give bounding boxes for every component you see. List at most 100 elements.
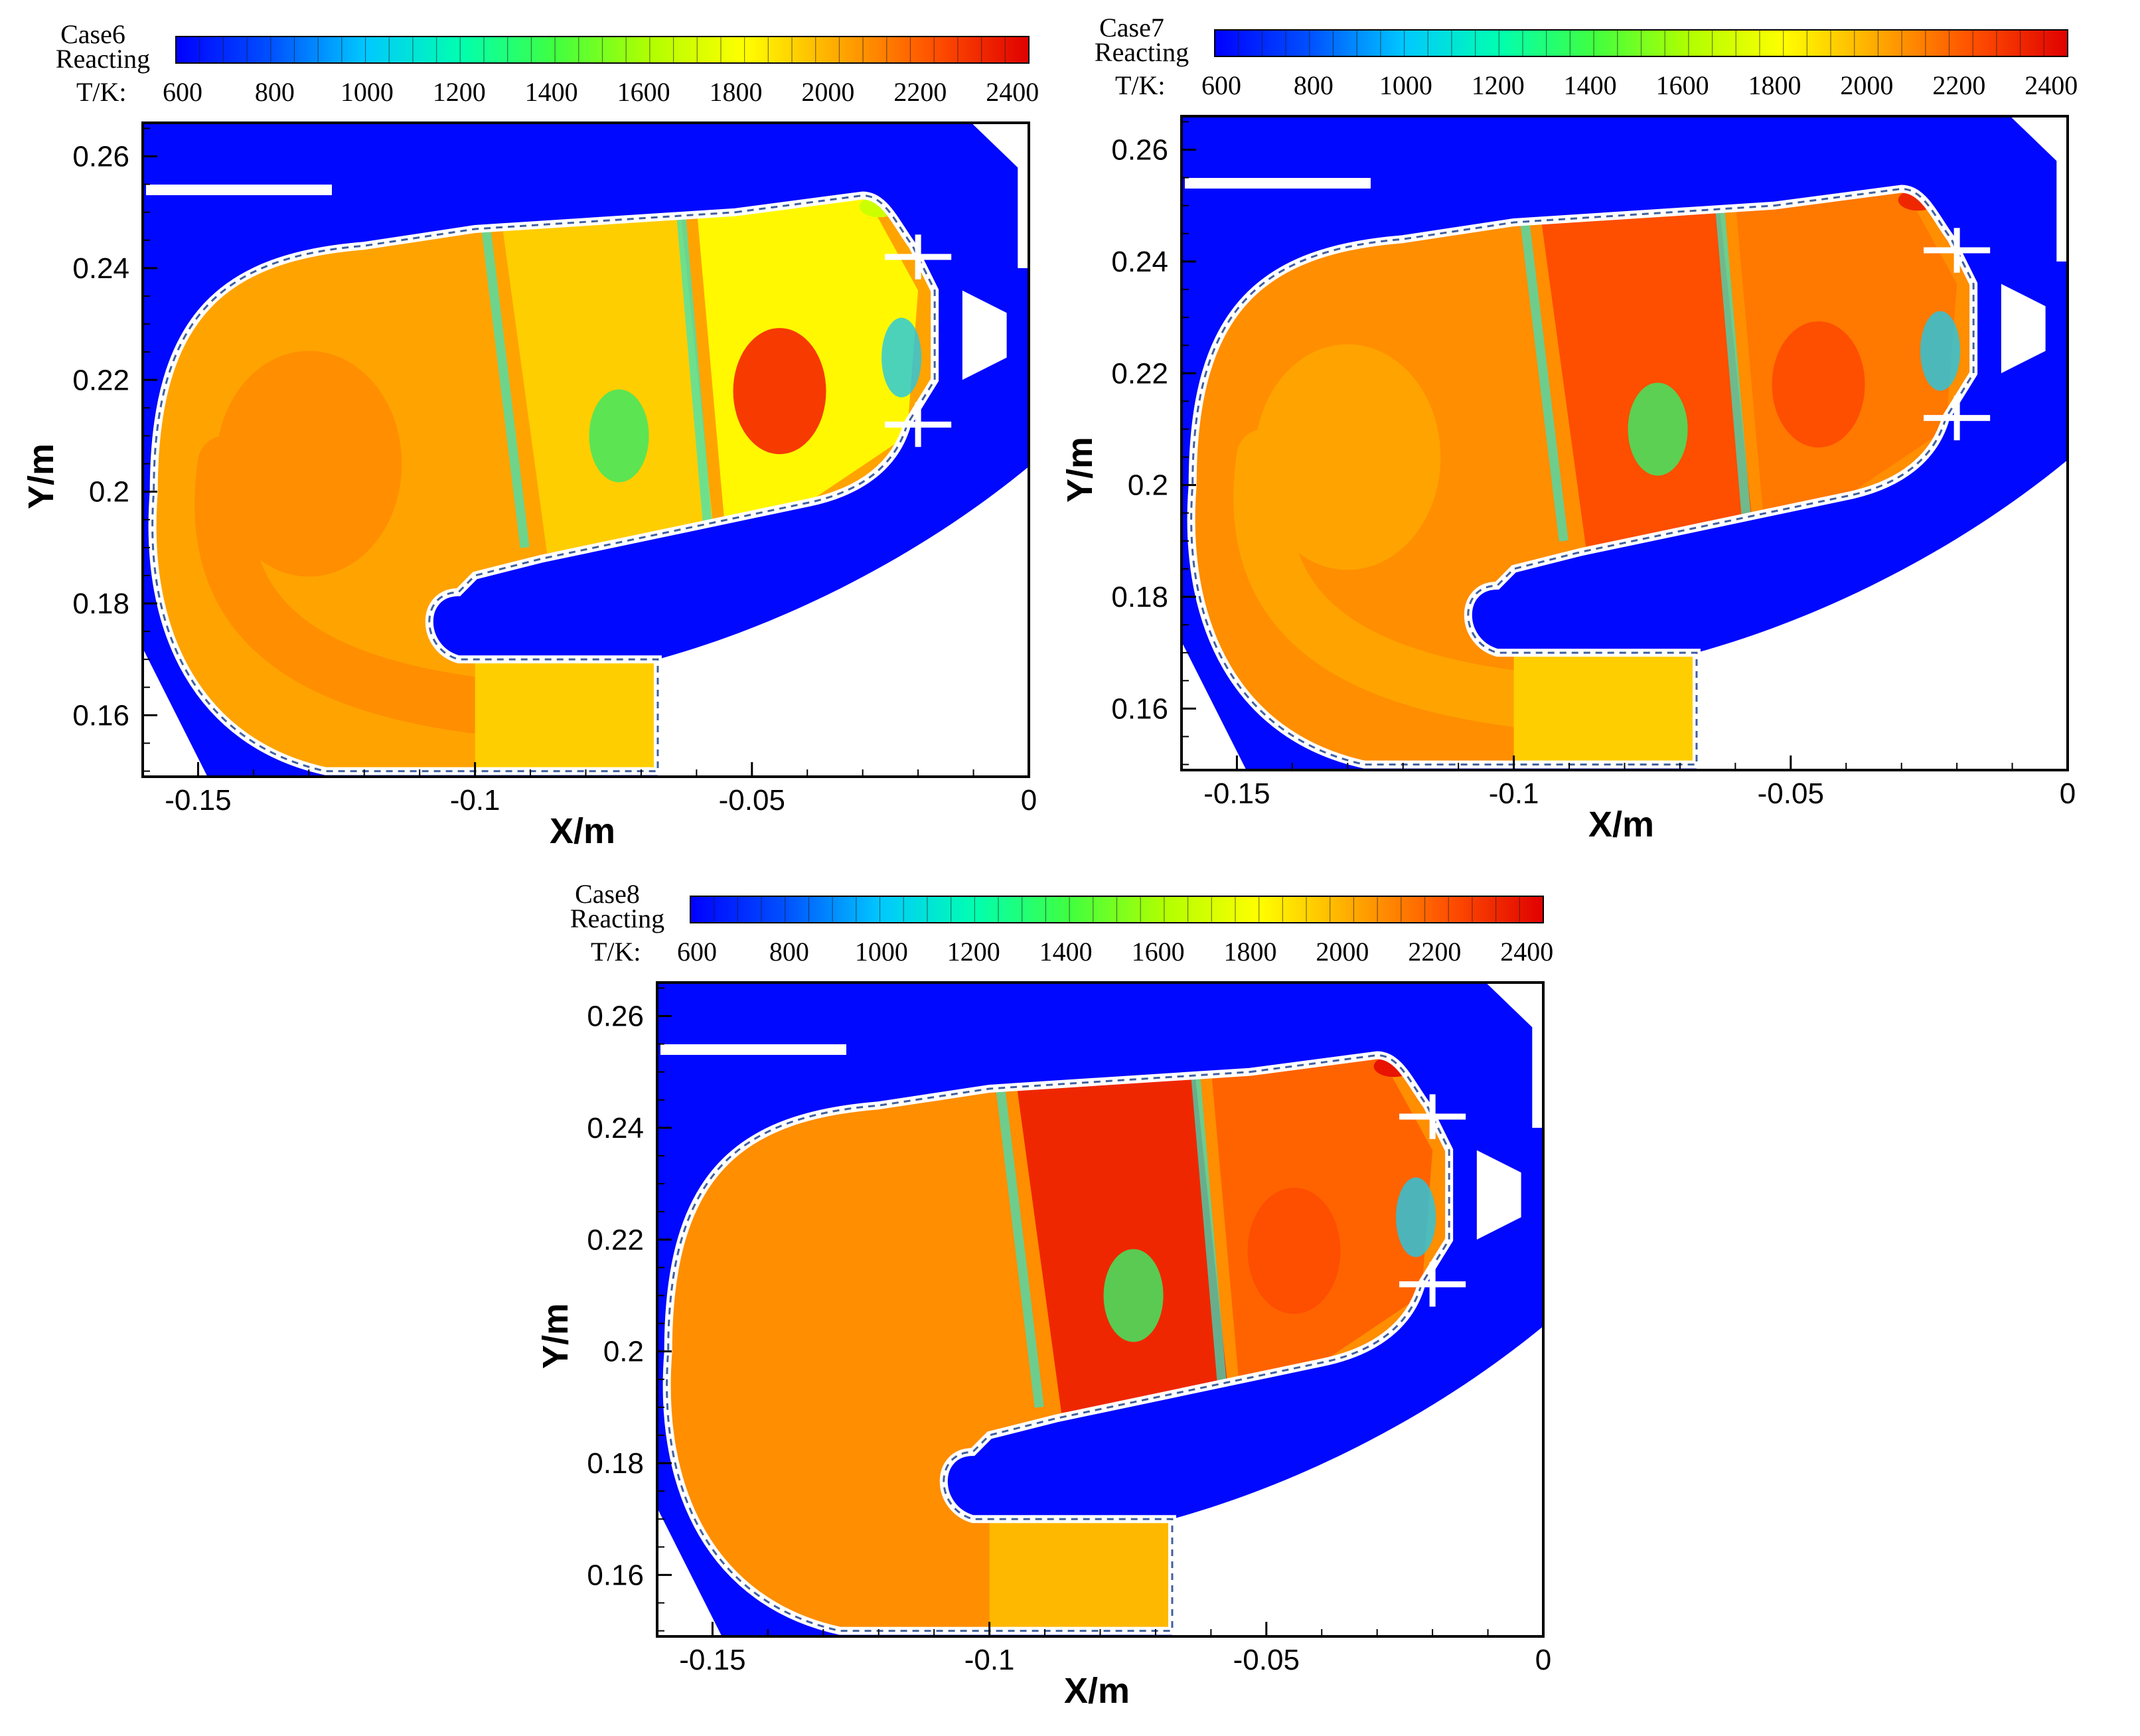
y-tick-label: 0.2 [89, 476, 129, 509]
mid-zone [502, 206, 714, 554]
colorbar-tick-label: 2400 [2025, 70, 2078, 100]
x-tick-label: 0 [1021, 784, 1037, 817]
dome-block [2001, 283, 2046, 374]
case-subtitle: Reacting [570, 904, 664, 933]
colorbar-tick-label: 2000 [801, 77, 854, 107]
swirler-hardware [1399, 1094, 1466, 1307]
x-tick-label: -0.1 [450, 784, 500, 817]
outside-domain [657, 466, 1029, 777]
case-subtitle: Reacting [56, 44, 150, 74]
y-tick-label: 0.18 [587, 1447, 644, 1480]
colorbar-tick-label: 1800 [1224, 937, 1277, 967]
colorbar-tick-label: 1400 [1564, 70, 1617, 100]
case-label: Case7 [1099, 13, 1164, 42]
colorbar-tick-label: 1400 [525, 77, 578, 107]
y-tick-label: 0.26 [587, 1000, 644, 1033]
dilution-jet [675, 200, 713, 526]
colorbar-tick-label: 2400 [986, 77, 1039, 107]
outside-domain [1486, 983, 1543, 1128]
colorbar-label: T/K: [591, 937, 641, 967]
contour-field [143, 123, 1029, 777]
colorbar-label: T/K: [1115, 70, 1166, 100]
x-tick-label: -0.15 [679, 1644, 745, 1676]
dome-block [1476, 1150, 1521, 1240]
mid-cool-pocket [1628, 382, 1688, 476]
liner-wall-holes [1190, 187, 1975, 766]
colorbar-tick-label: 600 [1201, 70, 1241, 100]
dilution-jet [1189, 1060, 1227, 1385]
y-tick-label: 0.22 [1111, 357, 1168, 390]
colorbar-tick-label: 1000 [341, 77, 394, 107]
y-tick-label: 0.24 [72, 252, 129, 285]
x-tick-label: 0 [1535, 1644, 1551, 1676]
x-tick-label: -0.15 [1203, 777, 1270, 810]
primary-zone [730, 1210, 917, 1437]
colorbar-tick-label: 1600 [617, 77, 670, 107]
x-tick-label: -0.15 [165, 784, 231, 817]
flame-zones [709, 1055, 1436, 1631]
swirler-hardware [885, 234, 952, 447]
mid-zone [1017, 1066, 1228, 1413]
colorbar-tick-label: 2000 [1316, 937, 1369, 967]
primary-zone [216, 351, 402, 577]
colorbar-tick-label: 1600 [1132, 937, 1185, 967]
scale-bar [146, 185, 332, 196]
outside-domain [1182, 641, 1247, 770]
y-tick-label: 0.2 [1128, 469, 1168, 502]
colorbar-tick-label: 1200 [1472, 70, 1525, 100]
primary-zone [1255, 344, 1441, 570]
x-axis-label: X/m [550, 811, 615, 851]
y-tick-label: 0.18 [1111, 581, 1168, 613]
y-tick-label: 0.2 [603, 1336, 644, 1368]
exit-zone [989, 1519, 1172, 1631]
liner-wall-holes [151, 194, 936, 773]
colorbar-tick-label: 2400 [1500, 937, 1553, 967]
colorbar-tick-label: 2200 [893, 77, 947, 107]
y-tick-label: 0.18 [72, 588, 129, 620]
outside-domain [971, 123, 1029, 268]
outside-domain [2010, 116, 2068, 262]
outside-domain [1696, 459, 2068, 770]
y-tick-label: 0.16 [72, 699, 129, 732]
mid-cool-pocket [1103, 1249, 1164, 1342]
scale-bar [1185, 178, 1371, 189]
y-tick-label: 0.26 [72, 141, 129, 173]
colorbar-tick-label: 1400 [1039, 937, 1093, 967]
case-label: Case6 [60, 19, 125, 49]
y-tick-label: 0.24 [587, 1112, 644, 1144]
fuel-injection-zone [881, 317, 922, 398]
outside-domain [1172, 1326, 1543, 1636]
x-axis-label: X/m [1064, 1671, 1130, 1711]
colorbar-tick-label: 1000 [1379, 70, 1432, 100]
colorbar-tick-label: 1600 [1656, 70, 1709, 100]
y-tick-label: 0.16 [587, 1559, 644, 1591]
colorbar-tick-label: 1000 [855, 937, 908, 967]
dilution-jet [996, 1088, 1044, 1408]
x-tick-label: -0.1 [1489, 777, 1539, 810]
mid-cool-pocket [589, 389, 649, 483]
exit-zone [475, 659, 658, 771]
outside-domain [143, 648, 208, 777]
colorbar-tick-label: 600 [163, 77, 202, 107]
case-label: Case8 [575, 879, 640, 909]
flame-zones [194, 195, 922, 771]
x-tick-label: -0.05 [1758, 777, 1824, 810]
dilution-jet [1520, 222, 1568, 542]
x-tick-label: -0.05 [719, 784, 785, 817]
y-tick-label: 0.22 [72, 364, 129, 396]
fuel-injection-zone [1396, 1177, 1436, 1257]
outside-domain [657, 1508, 722, 1636]
liner-wall-holes [666, 1054, 1450, 1632]
dilution-jet [481, 228, 530, 548]
mid-zone [1541, 200, 1752, 547]
front-core-zone [1772, 321, 1865, 448]
colorbar-tick-label: 1800 [1748, 70, 1801, 100]
y-axis-label: Y/m [536, 1303, 575, 1369]
colorbar-tick-label: 1800 [710, 77, 763, 107]
contour-field [1182, 116, 2068, 770]
y-tick-label: 0.22 [587, 1223, 644, 1256]
colorbar-tick-label: 800 [255, 77, 295, 107]
y-tick-label: 0.24 [1111, 246, 1168, 278]
